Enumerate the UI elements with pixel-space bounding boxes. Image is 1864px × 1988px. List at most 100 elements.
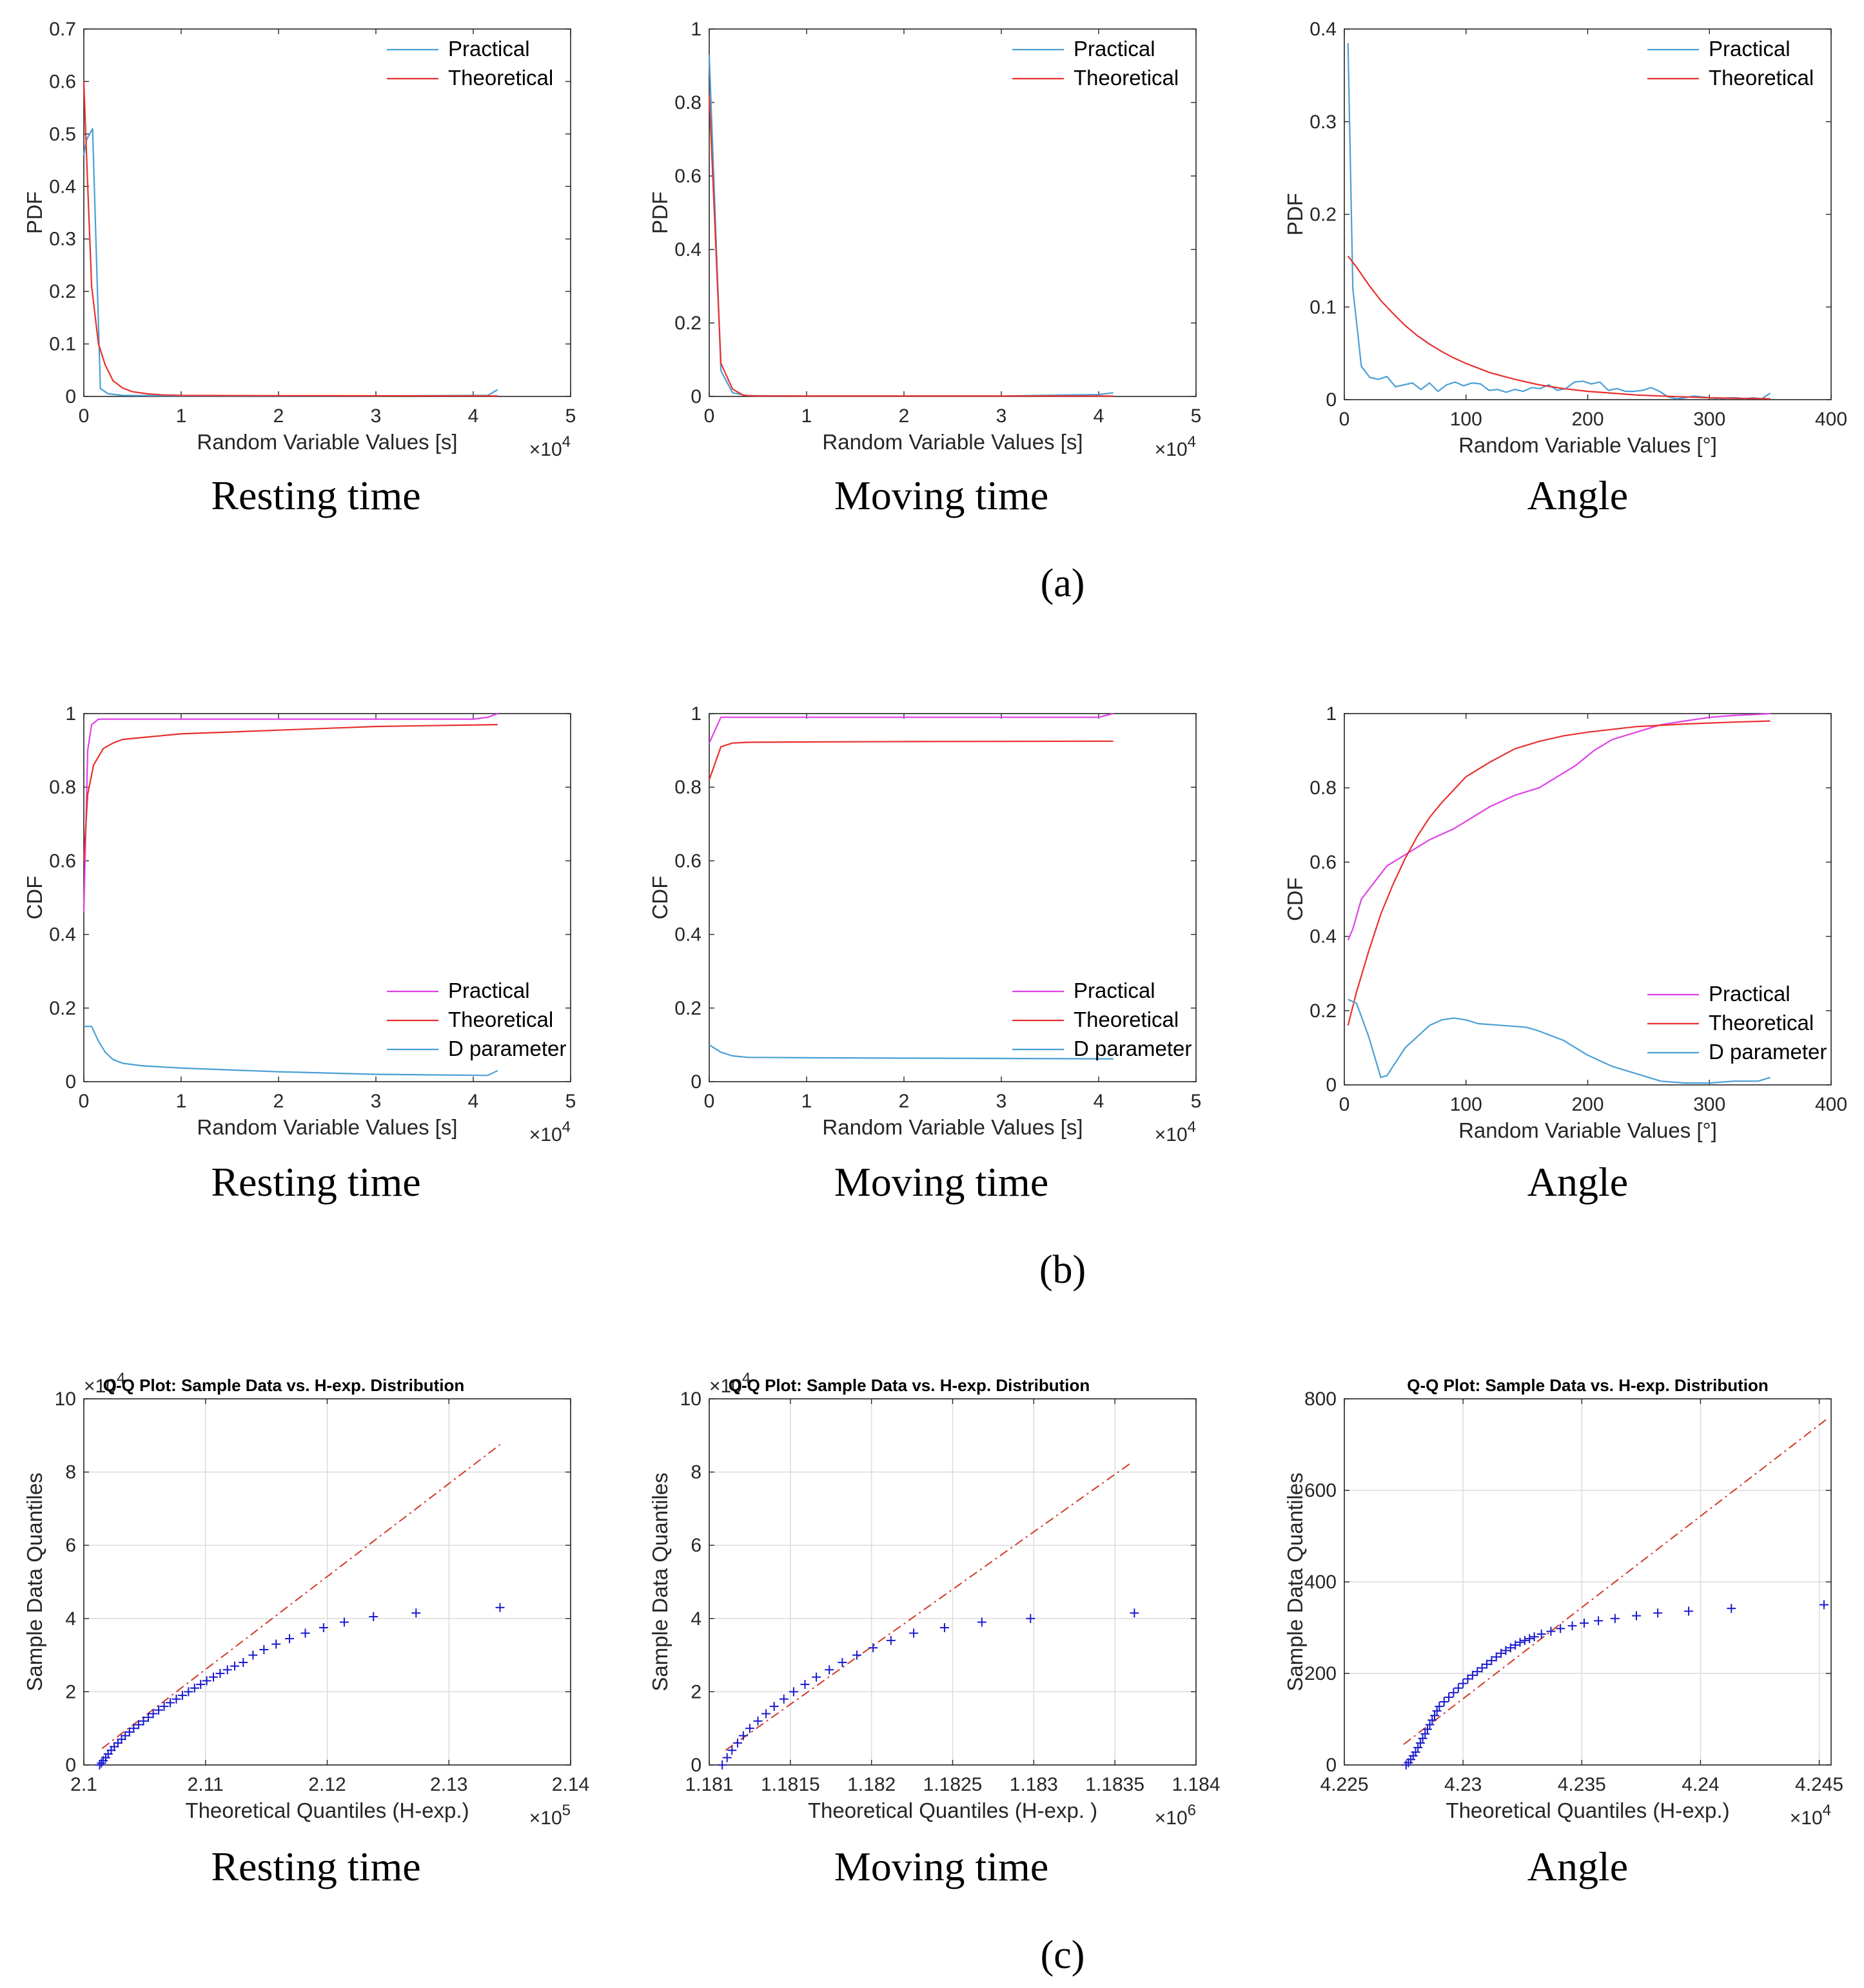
chart-title: Q-Q Plot: Sample Data vs. H-exp. Distrib… — [729, 1376, 1090, 1395]
x-tick-label: 2 — [899, 1091, 910, 1112]
panel-label-a: (a) — [1041, 561, 1085, 605]
data-point — [779, 1694, 789, 1704]
data-point — [159, 1702, 169, 1711]
data-point — [1727, 1604, 1736, 1613]
data-point — [727, 1746, 737, 1755]
x-tick-label: 4 — [468, 405, 479, 427]
data-point — [1684, 1606, 1694, 1616]
x-tick-label: 300 — [1693, 1094, 1725, 1115]
caption-moving-a: Moving time — [834, 473, 1048, 518]
data-point — [284, 1634, 294, 1644]
x-tick-label: 0 — [1339, 409, 1350, 430]
y-tick-label: 400 — [1304, 1572, 1337, 1593]
series-line-d-parameter — [84, 1026, 498, 1077]
data-point — [139, 1716, 148, 1726]
data-point — [812, 1672, 821, 1682]
data-point — [1653, 1608, 1663, 1618]
caption-angle-c: Angle — [1527, 1844, 1628, 1889]
data-point — [1467, 1670, 1477, 1680]
x-exponent-label: ×106 — [1155, 1802, 1196, 1829]
data-point — [789, 1687, 798, 1697]
x-axis-label: Random Variable Values [s] — [197, 430, 457, 454]
chart-pdf-angle: 0 100 200 300 400 0 0.1 0.2 0.3 0.4 Random Variabl… — [1283, 19, 1847, 457]
x-tick-label: 4.23 — [1444, 1774, 1482, 1795]
data-point — [172, 1694, 181, 1704]
y-tick-label: 4 — [691, 1608, 701, 1630]
data-point — [369, 1612, 378, 1621]
data-point — [1632, 1611, 1641, 1621]
y-axis-label: CDF — [23, 876, 46, 920]
data-point — [1477, 1663, 1487, 1673]
y-tick-label: 0.4 — [49, 176, 76, 197]
chart-layer: 0 1 2 3 4 5 0 0.1 0.2 0.3 0.4 0.5 0.6 0.7 ×104 Random V… — [23, 19, 1847, 1829]
x-tick-label: 2.12 — [308, 1774, 346, 1795]
data-point — [753, 1716, 763, 1726]
y-tick-label: 2 — [691, 1681, 701, 1702]
x-tick-label: 5 — [565, 1091, 576, 1112]
data-point — [1463, 1674, 1473, 1684]
data-point — [838, 1657, 847, 1667]
x-tick-label: 0 — [79, 405, 90, 427]
data-point — [1556, 1624, 1565, 1633]
y-tick-label: 1 — [65, 703, 76, 725]
data-point — [1429, 1711, 1439, 1720]
x-tick-label: 4 — [1094, 1091, 1104, 1112]
y-tick-label: 0.6 — [49, 850, 76, 872]
y-tick-label: 600 — [1304, 1480, 1337, 1501]
x-exponent-label: ×104 — [1790, 1802, 1831, 1829]
y-tick-label: 0.4 — [1310, 19, 1337, 40]
series-line-theoretical — [83, 81, 498, 397]
data-point — [1432, 1706, 1442, 1716]
y-tick-label: 0 — [65, 1071, 76, 1093]
x-axis-label: Random Variable Values [°] — [1458, 433, 1717, 457]
data-point — [1482, 1659, 1491, 1669]
data-point — [1444, 1692, 1454, 1702]
legend-label: Theoretical — [448, 1008, 553, 1031]
x-tick-label: 1 — [801, 405, 812, 427]
y-tick-label: 6 — [65, 1535, 76, 1556]
y-tick-label: 0 — [65, 386, 76, 407]
legend-label: Practical — [448, 979, 530, 1002]
series-line-d-parameter — [709, 1044, 1113, 1060]
data-point — [319, 1623, 328, 1632]
data-point — [215, 1669, 225, 1678]
caption-moving-c: Moving time — [834, 1844, 1048, 1889]
caption-moving-b: Moving time — [834, 1159, 1048, 1205]
data-point — [761, 1709, 771, 1719]
y-tick-label: 0.3 — [1310, 112, 1337, 133]
reference-line — [725, 1462, 1132, 1751]
data-point — [1449, 1688, 1458, 1697]
data-point — [769, 1702, 779, 1711]
x-exponent-label: ×104 — [529, 1118, 571, 1145]
chart-qq-angle: 4.225 4.23 4.235 4.24 4.245 0 200 400 600 800 ×104… — [1283, 1376, 1843, 1829]
data-point — [148, 1709, 158, 1719]
data-point — [718, 1760, 727, 1769]
x-tick-label: 4 — [1094, 405, 1104, 427]
x-tick-label: 3 — [371, 1091, 382, 1112]
data-point — [1427, 1715, 1437, 1725]
data-point — [852, 1650, 862, 1660]
y-tick-label: 0.4 — [674, 239, 701, 260]
x-tick-label: 2 — [899, 405, 910, 427]
caption-resting-b: Resting time — [211, 1159, 420, 1205]
data-point — [1413, 1743, 1423, 1753]
panel-label-b: (b) — [1039, 1248, 1086, 1292]
data-point — [1487, 1656, 1496, 1666]
series-line-theoretical — [1347, 720, 1771, 1026]
axes-box — [709, 713, 1197, 1082]
data-point — [1546, 1626, 1556, 1636]
data-point — [1529, 1632, 1539, 1642]
x-tick-label: 4.245 — [1795, 1774, 1843, 1795]
x-tick-label: 1.1835 — [1085, 1774, 1144, 1795]
x-exponent-label: ×105 — [529, 1802, 571, 1829]
data-point — [209, 1672, 219, 1682]
data-point — [1491, 1652, 1501, 1662]
x-tick-label: 1.181 — [685, 1774, 733, 1795]
x-axis-label: Random Variable Values [s] — [822, 430, 1083, 454]
x-axis-label: Random Variable Values [°] — [1458, 1118, 1717, 1142]
x-tick-label: 400 — [1815, 409, 1847, 430]
y-tick-label: 8 — [691, 1462, 701, 1483]
x-tick-label: 4.235 — [1558, 1774, 1606, 1795]
legend-label: Practical — [448, 37, 530, 61]
data-point — [129, 1724, 139, 1733]
